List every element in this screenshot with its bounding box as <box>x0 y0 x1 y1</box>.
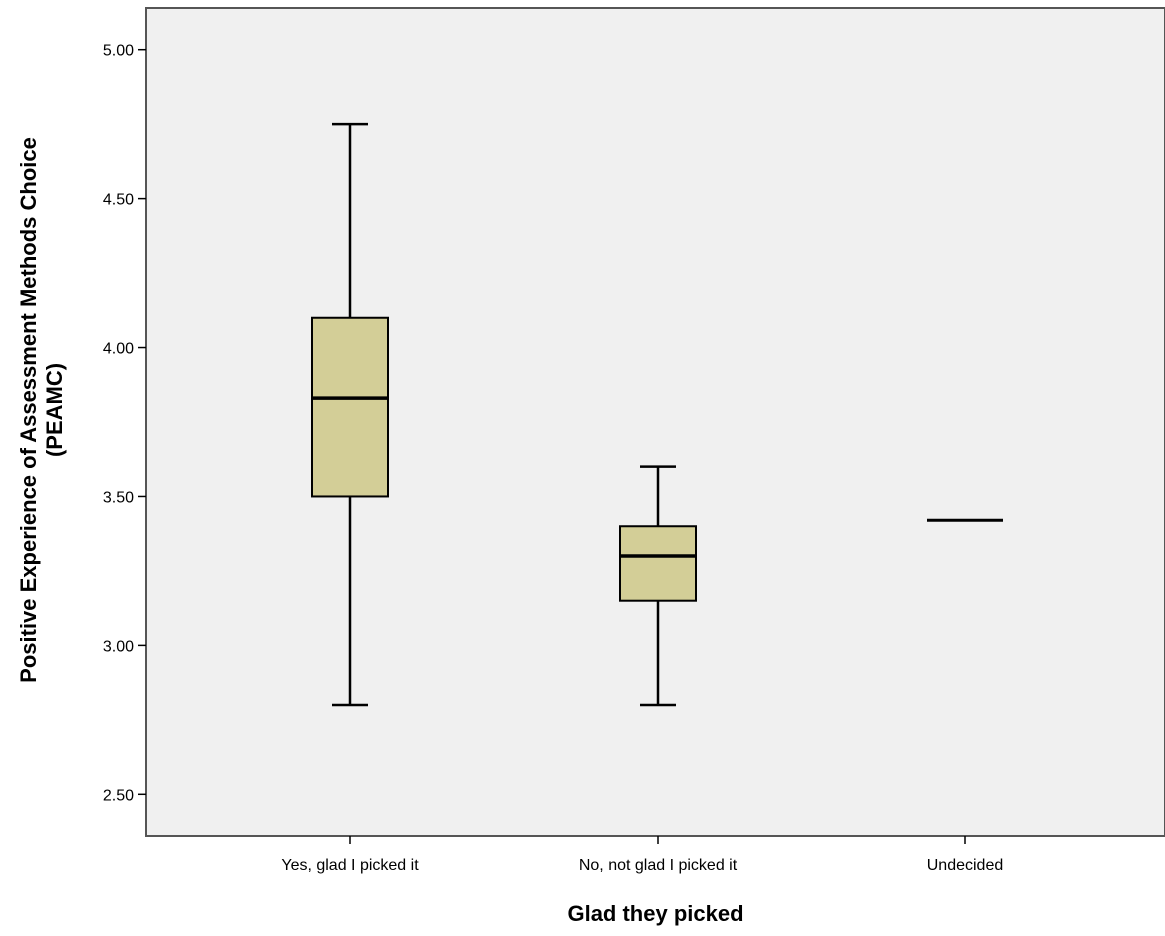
y-tick-label: 4.00 <box>103 341 134 358</box>
x-axis: Yes, glad I picked it No, not glad I pick… <box>281 836 1003 874</box>
y-tick-label: 2.50 <box>103 787 134 804</box>
y-axis-title-line-1: Positive Experience of Assessment Method… <box>16 137 41 683</box>
x-tick-label: No, not glad I picked it <box>579 857 738 874</box>
y-tick-label: 3.50 <box>103 489 134 506</box>
box-series <box>311 122 1003 707</box>
iqr-box <box>619 525 697 602</box>
x-tick-label: Yes, glad I picked it <box>281 857 419 874</box>
x-axis-title: Glad they picked <box>567 901 743 926</box>
y-tick-label: 4.50 <box>103 192 134 209</box>
iqr-box <box>311 316 389 498</box>
box-group <box>619 465 697 707</box>
plot-area <box>145 7 1165 837</box>
y-axis-title-line-2: (PEAMC) <box>42 363 67 457</box>
y-tick-label: 5.00 <box>103 43 134 60</box>
y-tick-label: 3.00 <box>103 638 134 655</box>
x-tick-label: Undecided <box>927 857 1004 874</box>
y-axis: 2.50 3.00 3.50 4.00 4.50 5.00 <box>103 43 146 804</box>
box-group <box>311 122 389 707</box>
